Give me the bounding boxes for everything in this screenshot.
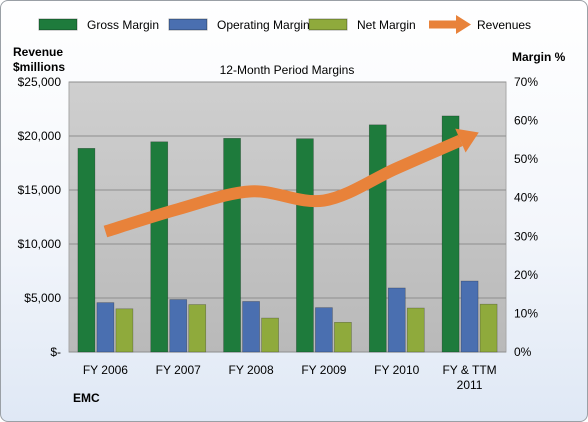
gross-margin-bar xyxy=(150,141,169,353)
legend-label: Revenues xyxy=(477,18,531,32)
gross-margin-bar xyxy=(223,138,241,353)
x-tick-label: FY 2009 xyxy=(301,363,346,377)
right-tick-label: 10% xyxy=(514,306,538,320)
net-margin-bar xyxy=(261,317,279,353)
right-axis-label: Margin % xyxy=(512,50,566,64)
x-tick-label: FY 2010 xyxy=(374,363,419,377)
legend: Gross Margin Operating Margin Net Margin Re… xyxy=(38,15,531,34)
operating-margin-bar xyxy=(387,287,406,353)
legend-label: Operating Margin xyxy=(217,18,310,32)
x-tick-label: FY 2007 xyxy=(156,363,201,377)
legend-swatch xyxy=(38,18,78,31)
operating-margin-bar xyxy=(460,280,479,353)
right-tick-label: 60% xyxy=(514,114,538,128)
right-tick-label: 70% xyxy=(514,75,538,89)
revenues-arrowhead xyxy=(455,128,479,153)
right-tick-label: 40% xyxy=(514,191,538,205)
chart-title: 12-Month Period Margins xyxy=(220,63,355,77)
left-tick-label: $- xyxy=(50,345,61,359)
net-margin-bar xyxy=(479,303,498,353)
gross-margin-bar xyxy=(296,138,314,353)
left-tick-label: $5,000 xyxy=(24,291,61,305)
x-tick-label: FY 2006 xyxy=(83,363,128,377)
revenues-line xyxy=(103,135,463,238)
left-axis-label-line1: Revenue xyxy=(13,45,63,59)
right-tick-label: 0% xyxy=(514,345,532,359)
left-axis-label-line2: $millions xyxy=(13,60,65,74)
left-tick-label: $20,000 xyxy=(18,129,62,143)
net-margin-bar xyxy=(406,307,425,353)
legend-arrow-swatch xyxy=(456,15,471,34)
x-axis-ticks: FY 2006 FY 2007 FY 2008 FY 2009 FY 2010 FY & … xyxy=(83,363,497,392)
right-axis-ticks: 0% 10% 20% 30% 40% 50% 60% 70% xyxy=(514,75,538,359)
x-tick-label: FY 2008 xyxy=(229,363,274,377)
gross-margin-bar xyxy=(441,115,460,353)
left-tick-label: $15,000 xyxy=(18,183,62,197)
left-axis-ticks: $- $5,000 $10,000 $15,000 $20,000 $25,000 xyxy=(18,75,62,359)
gridlines xyxy=(69,81,506,353)
operating-margin-bar xyxy=(242,301,260,353)
legend-swatch xyxy=(168,18,208,31)
legend-label: Gross Margin xyxy=(87,18,159,32)
operating-margin-bar xyxy=(169,299,188,353)
operating-margin-bar xyxy=(96,302,115,353)
left-tick-label: $10,000 xyxy=(18,237,62,251)
x-tick-label: FY & TTM 2011 xyxy=(442,363,496,392)
gross-margin-bar xyxy=(77,148,96,353)
right-tick-label: 30% xyxy=(514,229,538,243)
right-tick-label: 20% xyxy=(514,268,538,282)
gross-margin-bar xyxy=(368,124,387,353)
legend-swatch xyxy=(308,18,348,31)
right-tick-label: 50% xyxy=(514,152,538,166)
net-margin-bar xyxy=(188,304,207,353)
company-label: EMC xyxy=(73,391,100,405)
operating-margin-bar xyxy=(315,307,333,353)
net-margin-bar xyxy=(115,308,134,353)
left-tick-label: $25,000 xyxy=(18,75,62,89)
net-margin-bar xyxy=(334,321,352,353)
legend-label: Net Margin xyxy=(357,18,416,32)
revenue-line xyxy=(103,128,479,238)
